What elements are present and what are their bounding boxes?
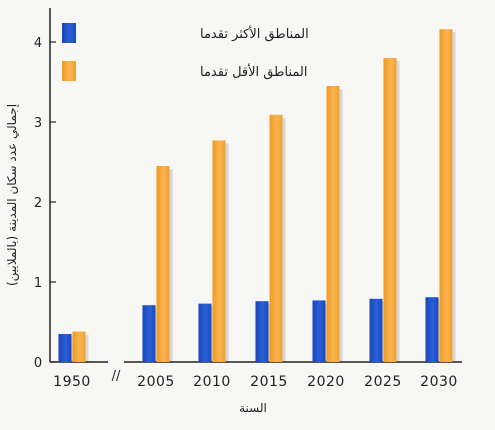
y-tick-label-4: 4 — [34, 36, 42, 51]
x-tick-label-1950: 1950 — [53, 374, 91, 390]
x-tick-label-2020: 2020 — [307, 374, 345, 390]
x-tick-label-2010: 2010 — [193, 374, 231, 390]
legend-label-less-developed: المناطق الأقل تقدما — [200, 63, 307, 80]
axis-break-mark: // — [112, 369, 121, 384]
x-tick-label-2005: 2005 — [137, 374, 175, 390]
legend: المناطق الأكثر تقدما المناطق الأقل تقدما — [62, 23, 309, 81]
bar-more-developed-2010 — [198, 303, 212, 362]
y-axis-title: إجمالي عدد سكان المدينة (بالملايين) — [5, 104, 20, 286]
y-tick-label-0: 0 — [34, 356, 42, 371]
y-tick-label-3: 3 — [34, 116, 42, 131]
bar-more-developed-2025 — [369, 298, 383, 362]
x-tick-label-2015: 2015 — [250, 374, 288, 390]
x-tick-label-2030: 2030 — [420, 374, 458, 390]
bar-less-developed-2015 — [269, 114, 283, 362]
bar-less-developed-2025 — [383, 58, 397, 362]
bar-more-developed-2020 — [312, 300, 326, 362]
bar-less-developed-2020 — [326, 86, 340, 362]
x-axis-title: السنة — [239, 401, 267, 415]
y-tick-label-1: 1 — [34, 276, 42, 291]
bar-more-developed-2015 — [255, 301, 269, 362]
legend-swatch-less-developed — [62, 61, 76, 81]
legend-swatch-more-developed — [62, 23, 76, 43]
legend-label-more-developed: المناطق الأكثر تقدما — [200, 25, 309, 42]
x-tick-label-2025: 2025 — [364, 374, 402, 390]
y-tick-label-2: 2 — [34, 196, 42, 211]
bar-less-developed-2005 — [156, 166, 170, 362]
bar-less-developed-1950 — [72, 331, 86, 362]
bar-less-developed-2030 — [439, 29, 453, 362]
bar-more-developed-2030 — [425, 297, 439, 362]
bar-less-developed-2010 — [212, 140, 226, 362]
bar-more-developed-1950 — [58, 334, 72, 362]
bar-more-developed-2005 — [142, 305, 156, 362]
